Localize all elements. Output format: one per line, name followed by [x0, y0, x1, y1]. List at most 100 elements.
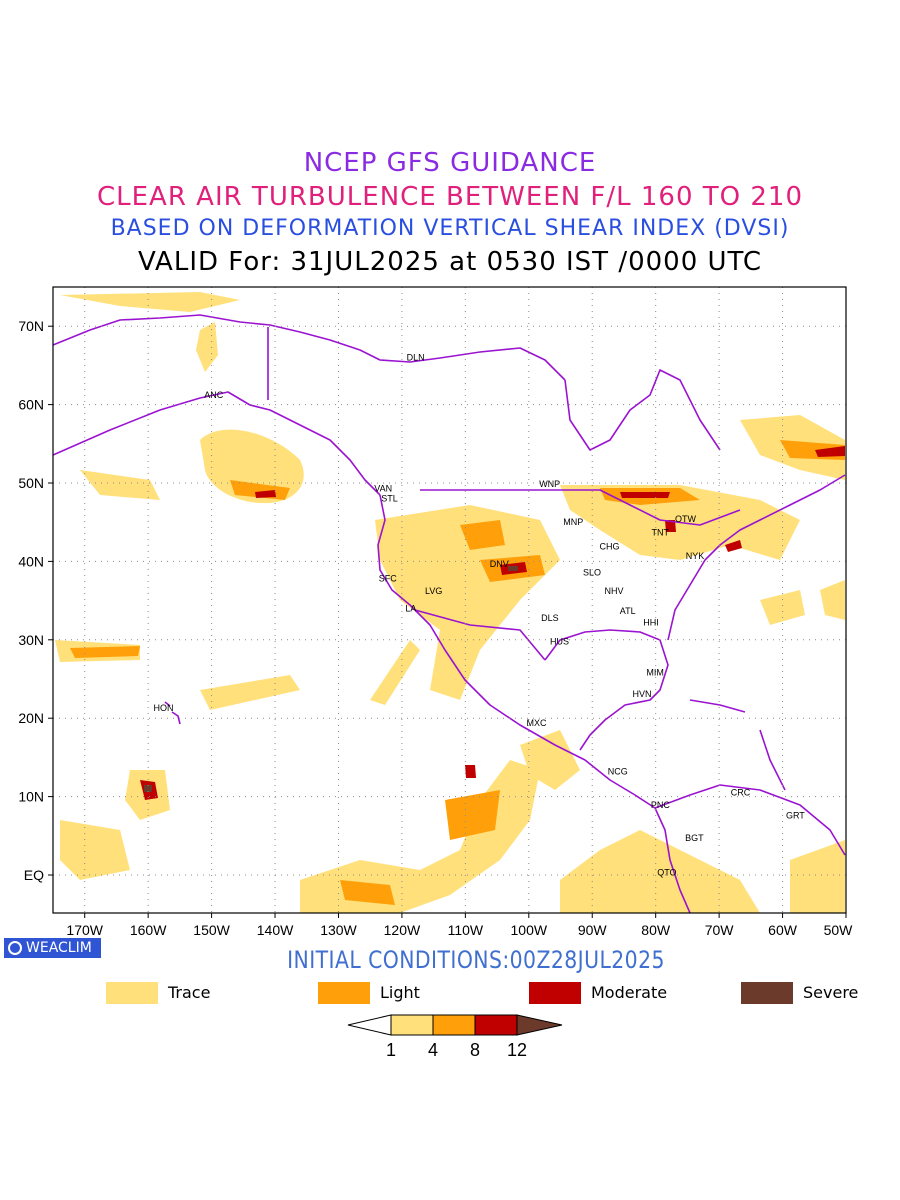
station-label: DLS: [541, 613, 559, 623]
moderate-area: [665, 520, 676, 532]
legend-label-moderate: Moderate: [591, 983, 668, 1002]
trace-area: [196, 322, 218, 372]
station-label: NCG: [608, 767, 628, 777]
legend-swatch-severe: [741, 982, 793, 1004]
hawaii-islands: [164, 701, 181, 725]
colorbar-trace: [390, 1014, 434, 1036]
lat-label: 60N: [18, 397, 44, 413]
lat-label: 30N: [18, 632, 44, 648]
moderate-area: [725, 540, 742, 552]
station-label: OTW: [675, 514, 696, 524]
trace-area: [300, 760, 540, 913]
trace-area: [790, 840, 845, 913]
circle-logo-icon: [8, 941, 22, 955]
lat-label: 20N: [18, 710, 44, 726]
station-label: DLN: [407, 353, 425, 363]
station-label: LA: [405, 603, 416, 613]
lon-label: 60W: [768, 922, 798, 938]
colorbar-moderate: [474, 1014, 518, 1036]
trace-area: [200, 675, 300, 710]
station-label: SLO: [583, 567, 601, 577]
station-label: HVN: [632, 689, 651, 699]
station-label: LVG: [425, 586, 442, 596]
severe-area: [144, 785, 152, 792]
lat-label: EQ: [24, 867, 44, 883]
lat-label: 40N: [18, 553, 44, 569]
title-model: NCEP GFS GUIDANCE: [303, 148, 597, 178]
lat-label: 10N: [18, 789, 44, 805]
lon-label: 110W: [448, 922, 484, 938]
station-label: SFC: [379, 574, 398, 584]
station-label: DNV: [490, 559, 509, 569]
light-area: [70, 646, 140, 658]
moderate-area: [465, 765, 476, 778]
legend-label-severe: Severe: [803, 983, 859, 1002]
gulf-coast: [544, 629, 669, 751]
legend-label-light: Light: [380, 983, 420, 1002]
trace-area: [370, 640, 420, 705]
station-label: PNC: [651, 800, 671, 810]
station-label: NHV: [605, 586, 624, 596]
station-label: MXC: [527, 718, 548, 728]
color-scale-bar: 1 4 8 12: [347, 1014, 563, 1060]
legend-swatch-trace: [106, 982, 158, 1004]
weaclim-badge: WEACLIM: [4, 938, 101, 958]
colorbar-low-arrow: [347, 1014, 392, 1036]
trace-area: [760, 590, 805, 625]
alaska-coast: [53, 391, 381, 496]
badge-label: WEACLIM: [26, 940, 92, 956]
station-label: STL: [381, 494, 398, 504]
arctic-coast: [53, 314, 566, 381]
south-america-west: [654, 807, 691, 913]
axis-labels: 70N 60N 50N 40N 30N 20N 10N EQ 170W 160W 150W 140W 1…: [18, 318, 853, 938]
lon-label: 140W: [257, 922, 294, 938]
station-label: ANC: [204, 390, 224, 400]
station-label: CHG: [599, 542, 619, 552]
lon-label: 170W: [66, 922, 103, 938]
trace-area: [60, 820, 130, 880]
station-label: GRT: [786, 810, 805, 820]
lon-label: 150W: [193, 922, 230, 938]
lon-label: 130W: [320, 922, 357, 938]
moderate-area: [815, 446, 845, 457]
title-valid-time: VALID For: 31JUL2025 at 0530 IST /0000 U…: [137, 247, 763, 277]
colorbar-tick-label: 12: [507, 1040, 527, 1060]
lon-label: 120W: [384, 922, 421, 938]
light-area: [460, 520, 505, 550]
initial-conditions-label: INITIAL CONDITIONS:00Z28JUL2025: [287, 946, 665, 974]
colorbar-light: [432, 1014, 476, 1036]
station-label: QTO: [657, 868, 676, 878]
lon-label: 80W: [641, 922, 671, 938]
trace-area: [560, 830, 760, 913]
colorbar-tick-label: 8: [470, 1040, 480, 1060]
colorbar-high-arrow: [516, 1014, 563, 1036]
lon-label: 100W: [511, 922, 548, 938]
coastlines-and-borders: [53, 314, 846, 913]
light-area: [445, 790, 500, 840]
station-label: ATL: [620, 606, 636, 616]
severe-turbulence-areas: [144, 566, 518, 792]
south-america-coast: [654, 784, 846, 856]
station-label: HHI: [643, 618, 659, 628]
us-canada-border: [420, 489, 741, 526]
moderate-area: [255, 490, 276, 498]
us-mexico-border: [414, 609, 546, 661]
trace-area: [200, 429, 304, 504]
station-label: HUS: [550, 636, 569, 646]
map-frame: [52, 286, 847, 914]
legend-label-trace: Trace: [168, 983, 211, 1002]
station-label: TNT: [651, 527, 669, 537]
hudson-bay: [564, 369, 721, 451]
moderate-area: [620, 492, 670, 498]
lat-label: 70N: [18, 318, 44, 334]
title-method: BASED ON DEFORMATION VERTICAL SHEAR INDE…: [110, 216, 790, 241]
trace-area: [375, 505, 560, 700]
station-label: VAN: [374, 483, 392, 493]
station-label: NYK: [686, 551, 705, 561]
lon-label: 50W: [824, 922, 854, 938]
station-label: MIM: [646, 668, 664, 678]
atlantic-coast: [667, 474, 846, 641]
station-label: MNP: [563, 517, 583, 527]
